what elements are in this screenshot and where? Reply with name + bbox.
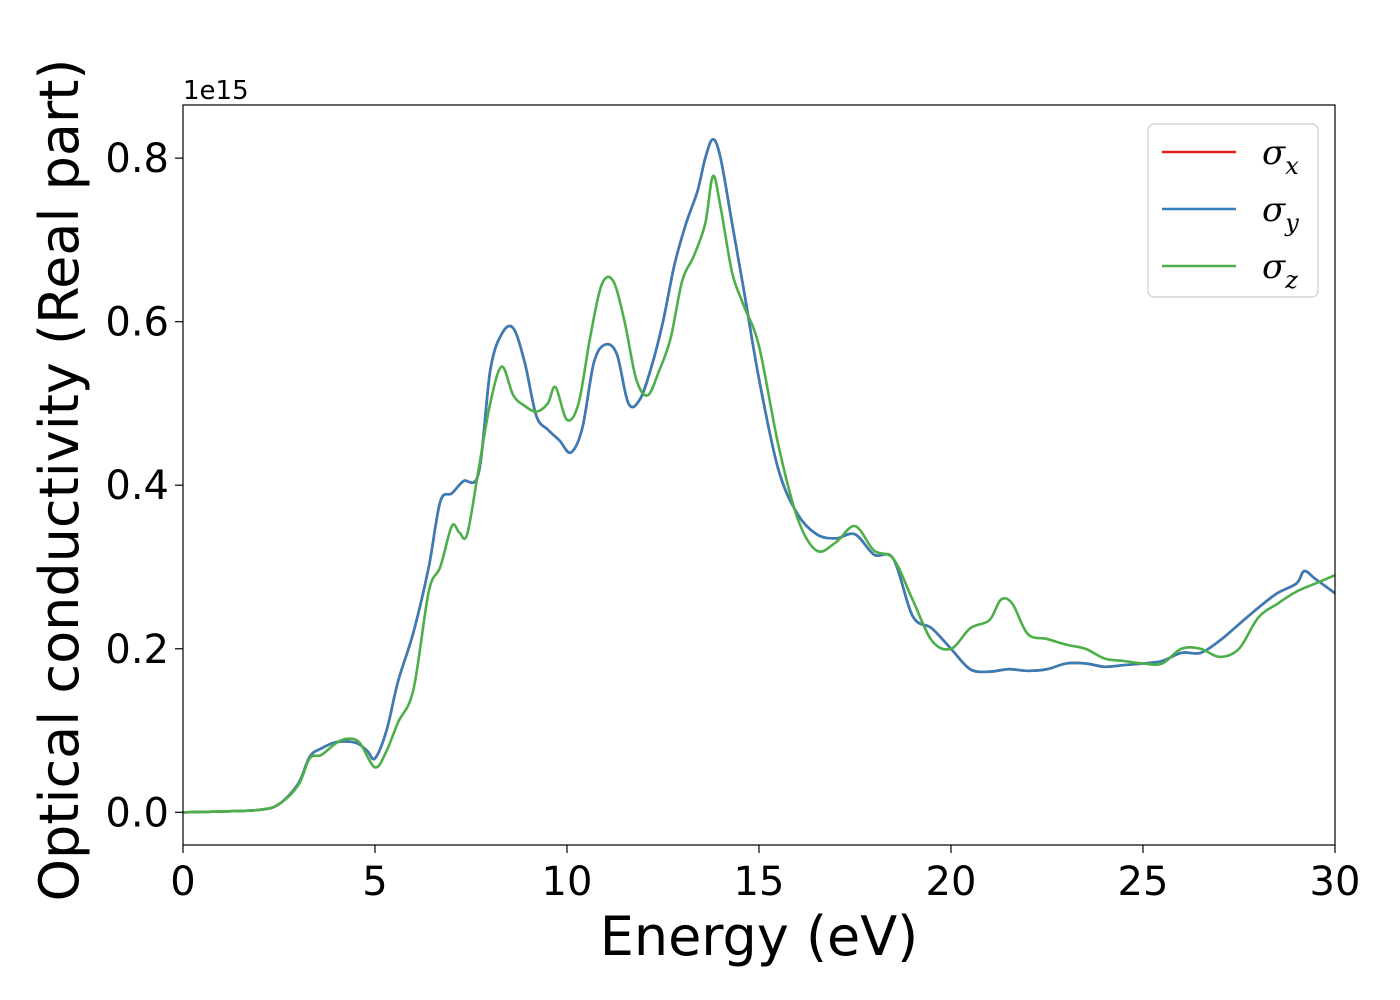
y-tick-label: 0.0 — [105, 790, 169, 836]
series-line-z — [182, 174, 1336, 814]
y-axis-label: Optical conductivity (Real part) — [28, 59, 91, 902]
legend-label-y: σy — [1262, 190, 1299, 237]
legend-symbol: σ — [1262, 247, 1286, 287]
x-tick-label: 10 — [542, 859, 593, 905]
y-tick-label: 0.8 — [105, 136, 169, 182]
series-line-y — [182, 138, 1336, 814]
legend-box — [1147, 123, 1319, 298]
x-tick-label: 30 — [1310, 859, 1361, 905]
legend-label-z: σz — [1262, 247, 1298, 294]
x-axis-ticks: 0 5 10 15 20 25 30 — [170, 845, 1360, 905]
y-axis-offset-label: 1e15 — [183, 76, 249, 106]
legend-subscript: x — [1285, 152, 1299, 180]
y-tick-label: 0.6 — [105, 300, 169, 346]
y-tick-label: 0.2 — [105, 627, 169, 673]
x-tick-label: 15 — [734, 859, 785, 905]
series-layer — [182, 138, 1336, 814]
legend-symbol: σ — [1262, 190, 1286, 230]
y-axis-ticks: 0.0 0.2 0.4 0.6 0.8 — [105, 136, 183, 836]
legend-subscript: z — [1284, 266, 1298, 294]
x-tick-label: 20 — [926, 859, 977, 905]
x-tick-label: 25 — [1118, 859, 1169, 905]
legend-subscript: y — [1284, 209, 1299, 237]
legend-symbol: σ — [1262, 133, 1286, 173]
x-axis-label: Energy (eV) — [600, 905, 919, 968]
x-tick-label: 5 — [362, 859, 387, 905]
legend-label-x: σx — [1262, 133, 1299, 180]
x-tick-label: 0 — [170, 859, 195, 905]
y-tick-label: 0.4 — [105, 463, 169, 509]
